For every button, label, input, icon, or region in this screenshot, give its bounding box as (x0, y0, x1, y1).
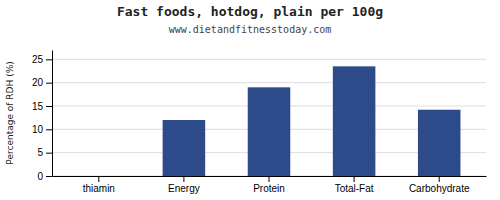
y-tick: 15 (32, 101, 52, 112)
bar (418, 110, 461, 176)
y-tick-label: 10 (32, 124, 44, 135)
y-tick-label: 5 (37, 147, 43, 158)
y-tick-label: 25 (32, 54, 44, 65)
chart-svg: Fast foods, hotdog, plain per 100g www.di… (0, 0, 500, 200)
grid-line (52, 59, 486, 60)
x-tick: Energy (168, 176, 200, 194)
x-tick-mark (98, 176, 99, 182)
x-tick-label: Protein (253, 183, 285, 194)
chart-container: Fast foods, hotdog, plain per 100g www.di… (0, 0, 500, 200)
x-tick-label: thiamin (83, 183, 115, 194)
grid (52, 59, 486, 176)
grid-line (52, 82, 486, 83)
plot: thiamin Energy Protein Total-Fat Carbohydrat… (32, 51, 487, 195)
y-tick-label: 0 (37, 171, 43, 182)
y-axis-line (52, 51, 53, 177)
y-tick-mark (46, 106, 52, 107)
x-tick-mark (269, 176, 270, 182)
y-tick-mark (46, 153, 52, 154)
y-tick-mark (46, 129, 52, 130)
y-tick: 20 (32, 77, 52, 88)
bar (248, 87, 291, 176)
bar (333, 66, 376, 176)
y-tick: 5 (37, 147, 52, 158)
x-tick: Protein (253, 176, 285, 194)
y-tick-mark (46, 59, 52, 60)
y-tick-label: 20 (32, 77, 44, 88)
y-tick: 0 (37, 171, 52, 182)
x-tick-label: Energy (168, 183, 200, 194)
x-tick: Carbohydrate (409, 176, 470, 194)
y-tick-mark (46, 176, 52, 177)
x-tick: thiamin (83, 176, 115, 194)
bar (78, 176, 121, 177)
y-tick-mark (46, 83, 52, 84)
bars (163, 66, 461, 176)
x-tick-label: Carbohydrate (409, 183, 470, 194)
x-axis: thiamin Energy Protein Total-Fat Carbohydrat… (53, 176, 487, 194)
x-tick: Total-Fat (335, 176, 374, 194)
title: Fast foods, hotdog, plain per 100g (117, 4, 383, 19)
x-tick-mark (439, 176, 440, 182)
x-tick-mark (354, 176, 355, 182)
y-tick-label: 15 (32, 101, 44, 112)
y-axis: 0 5 10 15 20 25 (32, 51, 53, 182)
subtitle: www.dietandfitnesstoday.com (169, 24, 332, 35)
bar (163, 120, 206, 176)
y-tick: 25 (32, 54, 52, 65)
x-tick-label: Total-Fat (335, 183, 374, 194)
y-tick: 10 (32, 124, 52, 135)
y-axis-title: Percentage of RDH (%) (5, 61, 15, 164)
x-tick-mark (183, 176, 184, 182)
